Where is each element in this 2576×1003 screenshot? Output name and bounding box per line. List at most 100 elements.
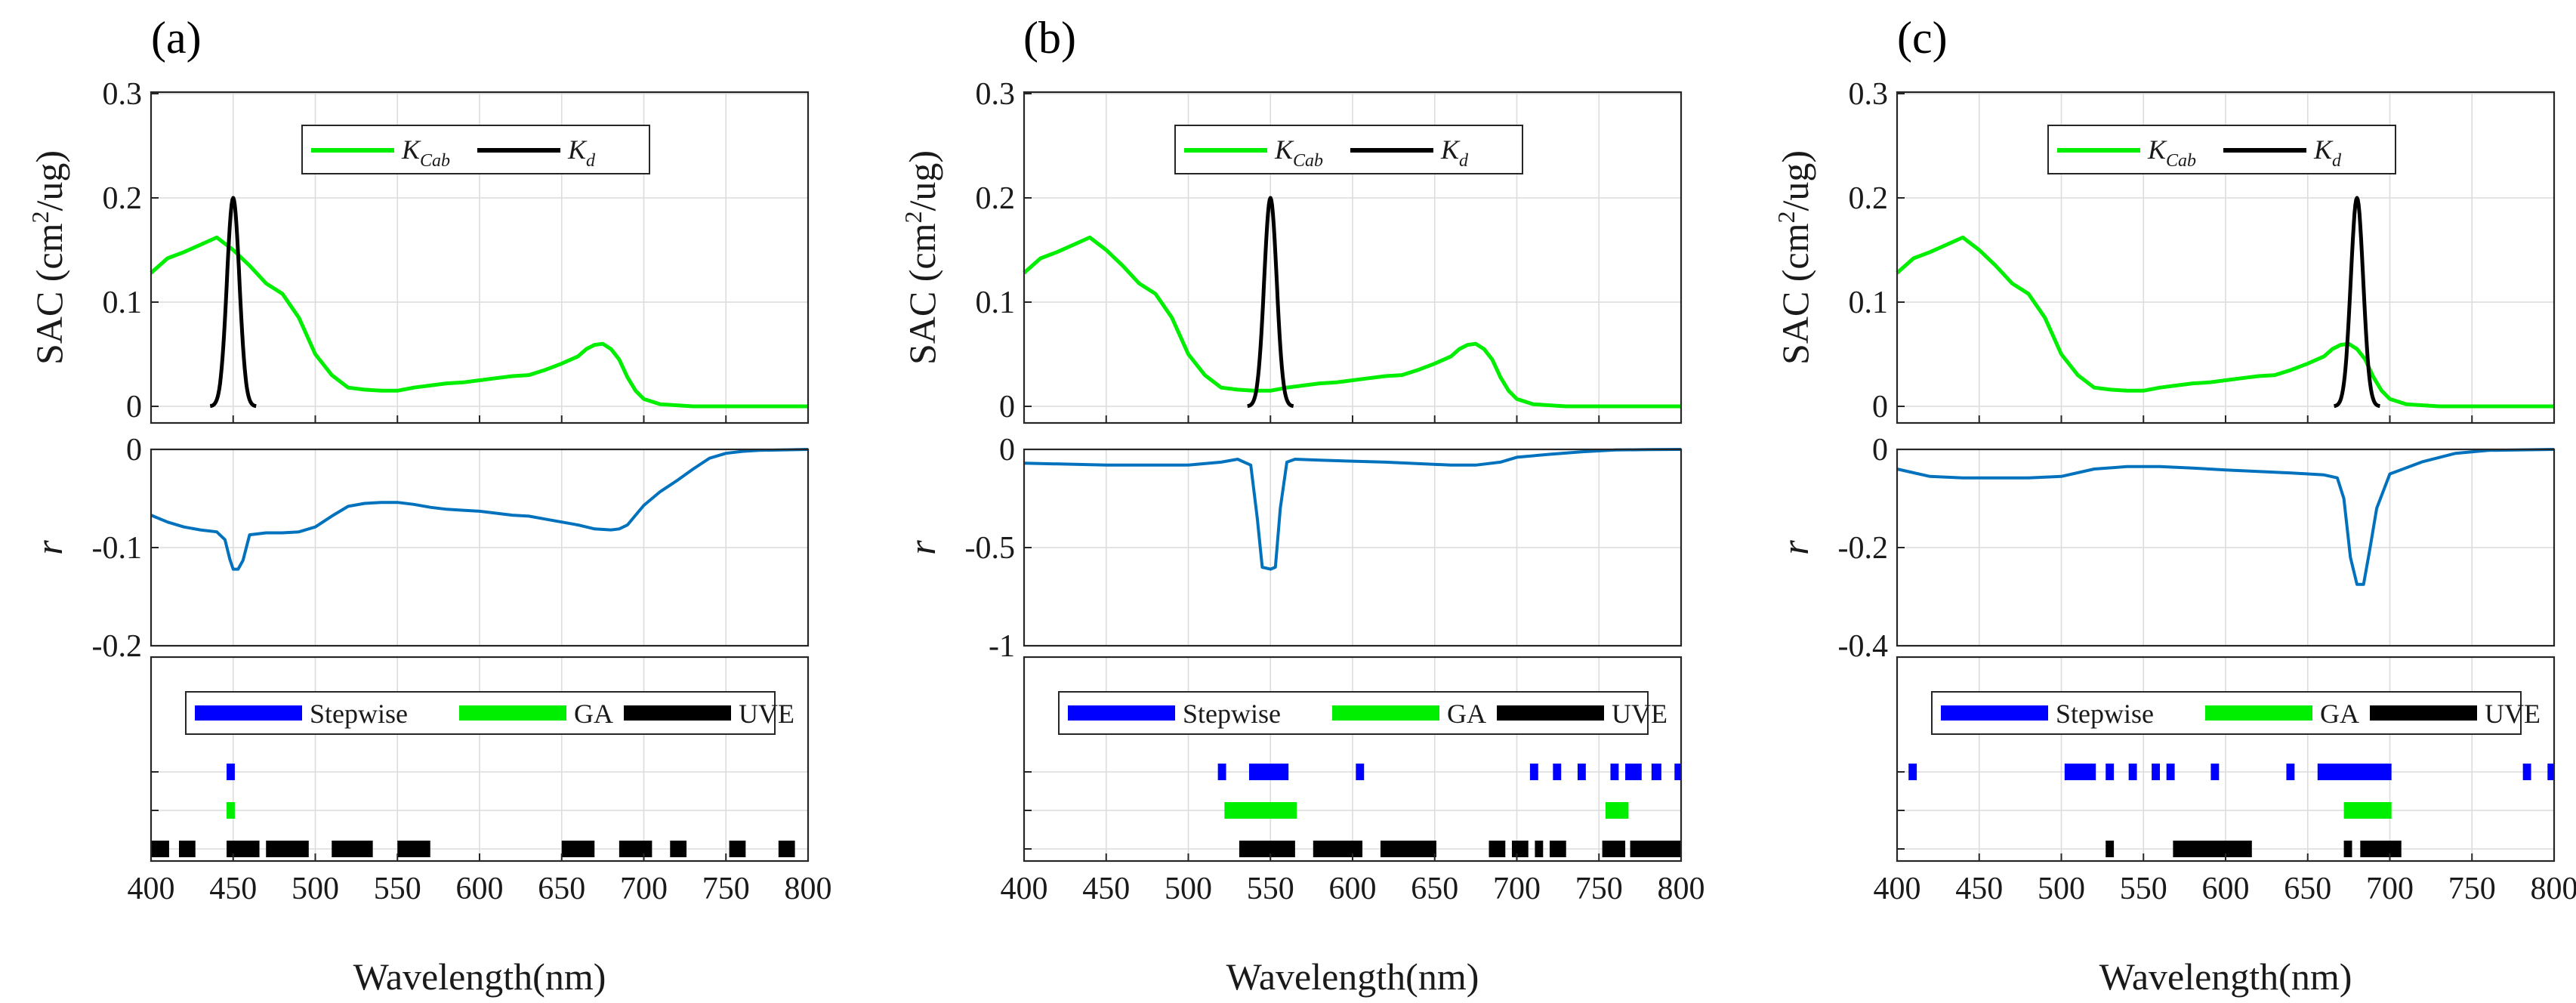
sac-legend: KCab Kd	[301, 125, 650, 174]
sac-ylabel: SAC (cm2/ug)	[899, 150, 943, 365]
ga-segment	[1605, 802, 1629, 819]
x-axis-label: Wavelength(nm)	[353, 955, 606, 998]
ga-segment	[227, 802, 235, 819]
selection-axes: 400 450 500 550 600 650 700 750 800 Stepwise GA UVE…	[128, 656, 832, 998]
uve-segment	[332, 841, 373, 857]
uve-segment	[1550, 841, 1566, 857]
selection-frame	[1896, 656, 2556, 863]
r-axes: -0.2 -0.1 0 r	[28, 433, 810, 664]
stepwise-segment	[1908, 764, 1917, 780]
uve-legend-label: UVE	[2485, 699, 2541, 729]
r-axes: -1 -0.5 0 r	[901, 433, 1683, 664]
x-tick-label: 750	[1575, 872, 1623, 906]
ga-legend-label: GA	[1447, 699, 1486, 729]
r-ylabel: r	[901, 540, 943, 555]
r-frame	[150, 448, 810, 647]
stepwise-segment	[2128, 764, 2137, 780]
r-ytick-label: 0	[1872, 433, 1888, 468]
x-tick-label: 800	[785, 872, 832, 906]
uve-segment	[2106, 841, 2115, 857]
r-ytick-label: -0.4	[1838, 629, 1889, 664]
stepwise-segment	[2522, 764, 2531, 780]
x-tick-label: 650	[1411, 872, 1458, 906]
uve-segment	[670, 841, 687, 857]
x-axis-label: Wavelength(nm)	[1226, 955, 1479, 998]
panel-label-a: (a)	[151, 13, 202, 63]
sac-legend: KCab Kd	[2047, 125, 2396, 174]
ga-legend-label: GA	[574, 699, 613, 729]
ga-segment	[1224, 802, 1297, 819]
selection-legend: Stepwise GA UVE	[185, 691, 794, 735]
kcab-curve	[1896, 235, 2554, 409]
sac-ytick-label: 0.3	[103, 77, 143, 112]
selection-frame	[1023, 656, 1683, 863]
sac-ylabel: SAC (cm2/ug)	[1772, 150, 1816, 365]
sac-ytick-label: 0.1	[1849, 285, 1889, 320]
panel-label-c: (c)	[1897, 13, 1948, 63]
uve-legend-swatch	[2370, 705, 2477, 721]
stepwise-segment	[1651, 764, 1661, 780]
stepwise-segment	[227, 764, 235, 780]
r-ytick-label: -0.5	[965, 531, 1016, 566]
sac-ytick-label: 0.3	[1849, 77, 1889, 112]
x-tick-label: 600	[1329, 872, 1377, 906]
x-tick-label: 450	[1955, 872, 2003, 906]
uve-segment	[1313, 841, 1363, 857]
r-ytick-label: -0.2	[92, 629, 143, 664]
r-ytick-label: 0	[126, 433, 142, 468]
ga-legend-swatch	[1332, 705, 1439, 721]
kd-curve	[208, 196, 258, 409]
r-axes: -0.4 -0.2 0 r	[1774, 433, 2556, 664]
uve-legend-label: UVE	[1612, 699, 1667, 729]
sac-frame	[150, 91, 810, 424]
selection-legend: Stepwise GA UVE	[1058, 691, 1667, 735]
x-tick-label: 500	[292, 872, 339, 906]
stepwise-segment	[1674, 764, 1681, 780]
r-frame	[1896, 448, 2556, 647]
panel-c: 0 0.1 0.2 0.3 KCab Kd SAC (cm2/ug) -0.4 -0.2 0 r 40…	[1772, 77, 2576, 998]
ga-legend-label: GA	[2320, 699, 2359, 729]
sac-ytick-label: 0.3	[976, 77, 1016, 112]
uve-segment	[1511, 841, 1529, 857]
kcab-curve	[1023, 235, 1681, 409]
uve-segment	[151, 841, 169, 857]
sac-ytick-label: 0.2	[103, 181, 143, 216]
x-tick-label: 450	[209, 872, 257, 906]
stepwise-legend-swatch	[195, 705, 302, 721]
x-axis-label: Wavelength(nm)	[2099, 955, 2352, 998]
r-ylabel: r	[28, 540, 70, 555]
uve-segment	[1489, 841, 1506, 857]
x-tick-label: 550	[2120, 872, 2167, 906]
uve-segment	[2173, 841, 2252, 857]
stepwise-segment	[2286, 764, 2295, 780]
kd-curve	[1246, 196, 1295, 409]
sac-ytick-label: 0.2	[1849, 181, 1889, 216]
stepwise-legend-label: Stepwise	[310, 699, 408, 729]
x-tick-label: 650	[538, 872, 585, 906]
uve-segment	[778, 841, 795, 857]
x-tick-label: 400	[1874, 872, 1921, 906]
r-ytick-label: -0.1	[92, 531, 143, 566]
x-tick-label: 600	[456, 872, 504, 906]
x-tick-label: 700	[620, 872, 668, 906]
r-ylabel: r	[1774, 540, 1816, 555]
uve-segment	[561, 841, 595, 857]
uve-segment	[2343, 841, 2352, 857]
selection-axes: 400 450 500 550 600 650 700 750 800 Stepwise GA UVE…	[1001, 656, 1705, 998]
stepwise-segment	[2547, 764, 2554, 780]
x-tick-label: 400	[128, 872, 175, 906]
sac-frame	[1896, 91, 2556, 424]
stepwise-legend-label: Stepwise	[2056, 699, 2154, 729]
kd-curve	[2333, 196, 2381, 409]
stepwise-segment	[2106, 764, 2115, 780]
stepwise-legend-label: Stepwise	[1183, 699, 1281, 729]
stepwise-segment	[1553, 764, 1562, 780]
uve-segment	[227, 841, 260, 857]
stepwise-segment	[2317, 764, 2392, 780]
stepwise-segment	[1529, 764, 1538, 780]
stepwise-segment	[1356, 764, 1365, 780]
stepwise-segment	[1577, 764, 1586, 780]
sac-ytick-label: 0.1	[976, 285, 1016, 320]
stepwise-segment	[1217, 764, 1226, 780]
